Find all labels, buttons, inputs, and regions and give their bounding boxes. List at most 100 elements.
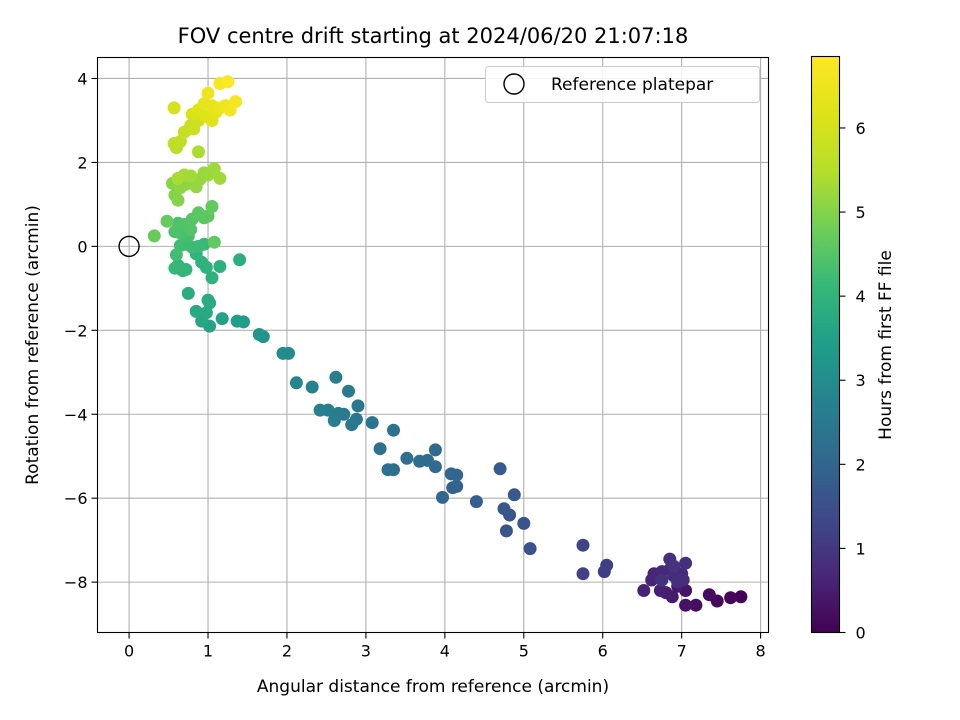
data-point [351, 399, 365, 413]
data-point [653, 584, 667, 597]
y-tick-label: −2 [64, 321, 88, 340]
y-tick-label: −4 [64, 405, 88, 424]
data-point [493, 462, 507, 476]
data-point [305, 380, 319, 394]
reference-platepar-marker [118, 235, 140, 258]
colorbar-tick-label: 3 [856, 371, 866, 390]
data-point [400, 451, 414, 465]
colorbar-tick-label: 2 [856, 455, 866, 474]
data-point [679, 556, 693, 570]
data-point [329, 370, 343, 384]
data-point [205, 200, 219, 213]
x-tick-label: 6 [598, 642, 608, 661]
data-point [637, 584, 651, 597]
legend-label-reference: Reference platepar [551, 75, 713, 95]
y-tick-label: 4 [77, 69, 87, 88]
data-point [289, 376, 303, 390]
grid [97, 57, 769, 633]
data-point [373, 442, 387, 456]
data-point [523, 542, 537, 556]
scatter-points [147, 75, 748, 612]
data-point [676, 573, 690, 587]
data-point [497, 502, 511, 516]
colorbar: 0 1 2 3 4 5 6 Hours from first FF file [810, 55, 896, 643]
data-point [189, 304, 203, 318]
data-point [230, 314, 244, 328]
x-tick-label: 7 [677, 642, 687, 661]
y-tick-label: −8 [64, 573, 88, 592]
data-point [229, 95, 243, 109]
data-point [469, 495, 483, 509]
data-point [365, 416, 379, 430]
data-point [207, 235, 221, 249]
y-tick-label: −6 [64, 489, 88, 508]
data-point [702, 588, 716, 602]
data-point [381, 463, 395, 477]
data-point [252, 328, 266, 341]
data-point [205, 271, 219, 285]
chart-title: FOV centre drift starting at 2024/06/20 … [178, 24, 689, 48]
legend: Reference platepar [485, 66, 760, 103]
data-point [507, 488, 521, 502]
data-point [450, 468, 464, 482]
legend-marker-reference [503, 73, 525, 95]
colorbar-tick-label: 4 [856, 287, 866, 306]
data-point [342, 384, 355, 398]
data-point [168, 261, 182, 275]
data-point [201, 86, 215, 100]
y-tick-label: 0 [77, 237, 87, 256]
data-point [499, 524, 513, 538]
y-axis-label: Rotation from reference (arcmin) [23, 205, 43, 485]
data-point [413, 454, 427, 468]
data-point [679, 598, 693, 612]
data-point [576, 538, 590, 552]
data-point [436, 490, 449, 504]
data-point [201, 293, 215, 307]
data-point [171, 193, 185, 207]
data-point [446, 481, 460, 495]
data-point [724, 591, 738, 605]
data-point [576, 567, 590, 581]
x-axis-ticks: 0 1 2 3 4 5 6 7 8 [124, 632, 766, 661]
data-point [600, 558, 614, 572]
data-point [655, 573, 669, 587]
data-point [428, 443, 442, 457]
data-point [327, 414, 341, 427]
y-tick-label: 2 [77, 153, 87, 172]
data-point [184, 223, 198, 237]
y-axis-ticks: −8 −6 −4 −2 0 2 4 [64, 69, 98, 592]
colorbar-gradient [810, 55, 841, 634]
data-point [313, 403, 327, 417]
data-point [345, 418, 359, 432]
plot-frame [96, 56, 770, 634]
data-point [215, 312, 229, 326]
x-tick-label: 5 [519, 642, 529, 661]
data-point [517, 516, 531, 530]
colorbar-tick-label: 6 [856, 119, 866, 138]
data-point [181, 286, 195, 300]
data-point [171, 171, 185, 185]
data-point [169, 248, 183, 262]
data-point [233, 253, 247, 267]
data-point [387, 423, 400, 437]
colorbar-tick-label: 0 [856, 624, 866, 643]
x-tick-label: 1 [203, 642, 213, 661]
data-point [276, 346, 290, 360]
legend-box [485, 66, 760, 103]
data-point [207, 162, 221, 176]
x-tick-label: 8 [756, 642, 766, 661]
x-tick-label: 4 [440, 642, 450, 661]
data-point [667, 559, 681, 573]
data-point [167, 101, 181, 115]
x-tick-label: 2 [282, 642, 292, 661]
x-tick-label: 0 [124, 642, 134, 661]
data-point [192, 145, 205, 159]
data-point [213, 171, 227, 185]
colorbar-ticks: 0 1 2 3 4 5 6 [839, 119, 866, 643]
data-point [213, 260, 227, 273]
x-tick-label: 3 [361, 642, 371, 661]
colorbar-tick-label: 1 [856, 539, 866, 558]
data-point [221, 75, 235, 89]
x-axis-label: Angular distance from reference (arcmin) [257, 677, 609, 697]
